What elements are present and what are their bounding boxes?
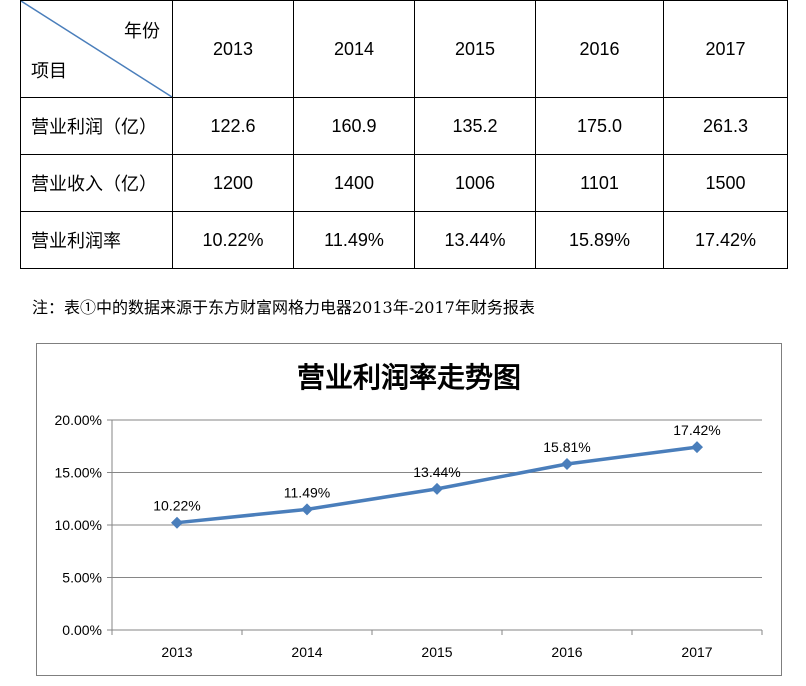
corner-diagonal-line <box>21 1 172 97</box>
data-point-marker <box>691 441 703 454</box>
table-cell: 1006 <box>414 154 536 212</box>
table-cell: 13.44% <box>414 211 536 269</box>
x-tick-label: 2015 <box>421 644 452 660</box>
chart-title: 营业利润率走势图 <box>297 361 521 394</box>
x-tick-label: 2017 <box>681 644 712 660</box>
line-chart: 营业利润率走势图 0.00% 5.00% 10.00% 15.00% 20.00% 2013… <box>55 361 763 660</box>
x-tick-label: 2014 <box>291 644 322 660</box>
table-cell: 17.42% <box>663 211 788 269</box>
year-header: 2017 <box>663 0 788 98</box>
table-cell: 261.3 <box>663 97 788 155</box>
table-row: 营业利润（亿） 122.6 160.9 135.2 175.0 261.3 <box>20 97 788 155</box>
year-header: 2013 <box>172 0 294 98</box>
y-tick-label: 0.00% <box>62 622 102 638</box>
data-label: 15.81% <box>543 439 590 455</box>
data-point-marker <box>431 482 443 495</box>
corner-year-label: 年份 <box>124 21 160 42</box>
table-row: 营业收入（亿） 1200 1400 1006 1101 1500 <box>20 154 788 212</box>
year-header: 2014 <box>293 0 415 98</box>
y-tick-label: 5.00% <box>62 570 102 586</box>
table-cell: 1101 <box>535 154 664 212</box>
table-cell: 1500 <box>663 154 788 212</box>
table-source-note: 注：表①中的数据来源于东方财富网格力电器2013年-2017年财务报表 <box>32 298 535 317</box>
table-cell: 160.9 <box>293 97 415 155</box>
data-point-marker <box>561 457 573 470</box>
data-label: 10.22% <box>153 498 200 514</box>
year-header: 2016 <box>535 0 664 98</box>
table-cell: 135.2 <box>414 97 536 155</box>
y-tick-label: 10.00% <box>55 517 102 533</box>
table-cell: 1200 <box>172 154 294 212</box>
table-cell: 122.6 <box>172 97 294 155</box>
data-label: 13.44% <box>413 464 460 480</box>
table-header-row: 年份 项目 2013 2014 2015 2016 2017 <box>20 0 788 98</box>
table-cell: 1400 <box>293 154 415 212</box>
table-cell: 11.49% <box>293 211 415 269</box>
chart-frame <box>36 343 782 676</box>
data-point-marker <box>301 503 313 516</box>
year-header: 2015 <box>414 0 536 98</box>
x-tick-label: 2016 <box>551 644 582 660</box>
row-label: 营业利润率 <box>20 211 173 269</box>
data-point-marker <box>171 516 183 529</box>
table-cell: 175.0 <box>535 97 664 155</box>
data-label: 17.42% <box>673 422 720 438</box>
table-row: 营业利润率 10.22% 11.49% 13.44% 15.89% 17.42% <box>20 211 788 269</box>
table-cell: 10.22% <box>172 211 294 269</box>
corner-item-label: 项目 <box>31 61 67 82</box>
table-corner-cell: 年份 项目 <box>20 0 173 98</box>
table-cell: 15.89% <box>535 211 664 269</box>
data-label: 11.49% <box>284 484 330 500</box>
row-label: 营业利润（亿） <box>20 97 173 155</box>
x-tick-label: 2013 <box>161 644 192 660</box>
data-table: 年份 项目 2013 2014 2015 2016 2017 营业利润（亿） 1… <box>20 0 788 269</box>
row-label: 营业收入（亿） <box>20 154 173 212</box>
y-tick-label: 20.00% <box>55 412 102 428</box>
y-tick-label: 15.00% <box>55 465 102 481</box>
